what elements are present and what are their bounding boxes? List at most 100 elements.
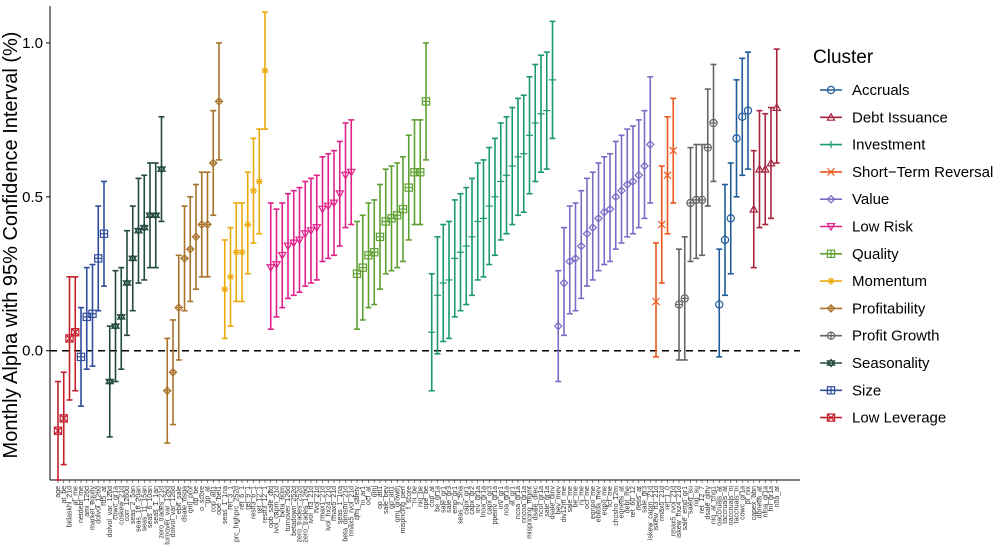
x-tick-label: rmax5_21d (331, 486, 338, 521)
point-marker (214, 96, 224, 106)
errorbar-point (456, 192, 465, 312)
x-tick-label: seas_1_1na (222, 486, 229, 524)
point-marker (71, 328, 80, 337)
point-marker (174, 303, 184, 313)
errorbar-point (445, 220, 453, 340)
errorbar-point (226, 226, 235, 327)
x-tick-label: seas_16_20an (136, 486, 143, 532)
errorbar-point (317, 156, 328, 263)
legend-label: Value (852, 191, 889, 208)
errorbar-point (571, 202, 580, 312)
point-marker (294, 236, 305, 245)
x-tick-label: turnover_126d (285, 486, 292, 531)
errorbar-point (766, 106, 776, 220)
point-marker (766, 158, 776, 167)
legend-swatch-marker (826, 85, 836, 95)
errorbar-point (232, 202, 240, 303)
errorbar-point (128, 205, 138, 312)
errorbar-point (238, 202, 246, 303)
point-marker (306, 227, 316, 236)
legend-item: Accruals (820, 82, 910, 99)
x-tick-label: seas_6_10an (147, 486, 154, 528)
point-marker (94, 254, 103, 263)
errorbar-point (559, 226, 569, 337)
x-tick-label: gp_atl1 (389, 486, 396, 509)
errorbar-point (474, 162, 482, 281)
errorbar-point (180, 205, 189, 312)
point-marker (191, 232, 201, 242)
errorbar-point (732, 79, 741, 198)
errorbar-point (329, 149, 339, 257)
errorbar-point (645, 75, 655, 204)
errorbar-point (53, 380, 63, 481)
point-marker (221, 285, 229, 293)
point-marker (335, 190, 345, 199)
point-marker (537, 110, 545, 118)
x-tick-label: saleq_su (688, 486, 695, 514)
point-marker (105, 376, 115, 387)
legend-label: Size (852, 382, 881, 399)
x-tick-label: netdebt_me (78, 486, 85, 523)
point-marker (576, 241, 586, 251)
point-marker (110, 321, 121, 331)
errorbar-point (582, 177, 592, 287)
x-tick-label: dolvol_var_126d (170, 486, 177, 537)
x-tick-label: cop_at (429, 486, 436, 507)
x-tick-label: rmax5_rvol_21d (670, 486, 677, 536)
x-tick-label: dolvol_126d (95, 486, 102, 524)
point-marker (485, 202, 493, 210)
errorbar-point (358, 214, 367, 321)
legend-label: Profitability (852, 300, 926, 317)
point-marker (543, 107, 551, 115)
x-tick-label: qmj_safety (354, 486, 361, 520)
x-tick-label: eqnpo_me (590, 486, 597, 519)
legend-label: Low Risk (852, 219, 913, 236)
legend-swatch-marker (826, 167, 836, 176)
x-tick-label: dsale_dsga (182, 486, 189, 522)
point-marker (720, 235, 730, 245)
errorbar-point (185, 196, 195, 303)
errorbar-point (605, 152, 615, 263)
point-marker (232, 248, 240, 256)
errorbar-point (76, 306, 86, 407)
errorbar-point (715, 248, 724, 358)
point-marker (122, 278, 132, 288)
errorbar-point (105, 325, 115, 438)
point-marker (416, 168, 425, 177)
errorbar-point (271, 208, 282, 318)
legend-label: Seasonality (852, 355, 930, 372)
x-tick-label: seas_1_1na (337, 486, 344, 524)
x-tick-label: betadown_252d (291, 486, 298, 536)
errorbar-point (709, 63, 718, 183)
point-marker (462, 242, 470, 250)
errorbar-point (335, 140, 345, 247)
errorbar-point (634, 119, 644, 229)
errorbar-point (59, 371, 68, 466)
x-tick-label: sale_gr1 (440, 486, 447, 513)
legend-title: Cluster (813, 47, 874, 68)
point-marker (151, 210, 161, 221)
legend-item: Profit Growth (820, 328, 940, 345)
errorbar-point (261, 11, 269, 130)
x-tick-label: op_atl1 (377, 486, 384, 509)
x-tick-label: ret_12_7 (699, 486, 706, 514)
point-marker (238, 248, 246, 256)
point-marker (571, 253, 580, 263)
x-tick-label: capx_gr1 (463, 486, 470, 515)
legend-item: Debt Issuance (820, 109, 948, 126)
x-tick-label: ami_126d (84, 486, 91, 517)
point-marker (697, 195, 707, 205)
legend-label: Momentum (852, 273, 927, 290)
x-tick-label: cop_atl1 (210, 486, 217, 513)
point-marker (726, 214, 735, 223)
point-marker (393, 211, 402, 220)
legend-label: Accruals (852, 82, 910, 99)
x-tick-label: ope_bel1 (216, 486, 223, 515)
legend-item: Short−Term Reversal (820, 164, 993, 181)
point-marker (59, 414, 68, 423)
x-tick-label: dolvol_var_126d (107, 486, 114, 537)
point-marker (588, 223, 598, 233)
point-marker (244, 220, 252, 229)
point-marker (582, 229, 592, 239)
point-marker (76, 352, 86, 362)
